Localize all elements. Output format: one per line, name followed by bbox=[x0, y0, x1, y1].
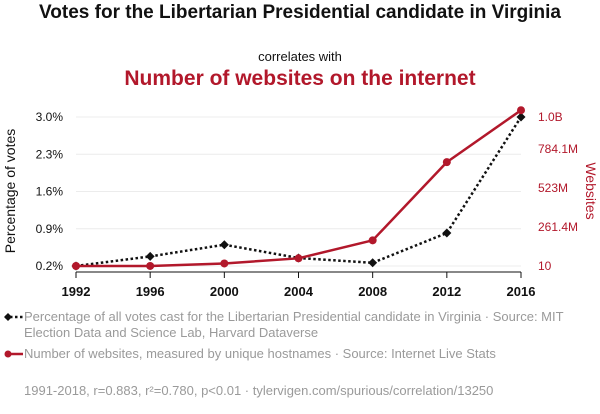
legend-websites-text: Number of websites, measured by unique h… bbox=[24, 346, 496, 361]
left-tick-label: 1.6% bbox=[36, 185, 64, 199]
x-tick-label: 2004 bbox=[284, 284, 314, 299]
correlates-with-label: correlates with bbox=[258, 49, 342, 64]
websites-data-point bbox=[368, 236, 377, 245]
votes-data-point bbox=[442, 228, 452, 238]
x-tick-label: 2016 bbox=[507, 284, 536, 299]
x-tick-label: 2012 bbox=[432, 284, 461, 299]
x-tick-label: 2008 bbox=[358, 284, 387, 299]
x-tick-label: 1992 bbox=[62, 284, 91, 299]
websites-series-line bbox=[75, 109, 522, 268]
websites-data-point bbox=[517, 106, 525, 115]
votes-data-point bbox=[368, 258, 378, 268]
right-axis-label: Websites bbox=[583, 162, 599, 219]
websites-data-point bbox=[220, 259, 229, 268]
websites-data-point bbox=[72, 262, 80, 270]
websites-data-point bbox=[294, 254, 303, 263]
left-axis-label: Percentage of votes bbox=[2, 129, 18, 254]
legend-votes-text: Percentage of all votes cast for the Lib… bbox=[24, 309, 564, 340]
legend-item-votes: Percentage of all votes cast for the Lib… bbox=[4, 309, 596, 341]
chart-subtitle: Number of websites on the internet bbox=[124, 67, 476, 90]
legend-item-websites: Number of websites, measured by unique h… bbox=[4, 346, 596, 362]
chart-title: Votes for the Libertarian Presidential c… bbox=[39, 2, 561, 23]
legend-websites-marker bbox=[4, 350, 23, 358]
legend-votes-marker bbox=[4, 313, 23, 321]
right-tick-label: 523M bbox=[538, 181, 568, 195]
left-tick-label: 2.3% bbox=[36, 147, 64, 161]
left-tick-label: 0.2% bbox=[36, 259, 64, 273]
right-tick-label: 784.1M bbox=[538, 142, 578, 156]
websites-data-point bbox=[146, 261, 155, 270]
left-tick-label: 0.9% bbox=[36, 222, 64, 236]
right-tick-label: 261.4M bbox=[538, 220, 578, 234]
votes-data-point bbox=[145, 251, 155, 261]
right-tick-label: 1.0B bbox=[538, 110, 563, 124]
chart-footer: 1991-2018, r=0.883, r²=0.780, p<0.01 · t… bbox=[24, 383, 494, 398]
votes-data-point bbox=[219, 240, 229, 250]
x-tick-label: 1996 bbox=[136, 284, 165, 299]
websites-data-point bbox=[442, 158, 451, 167]
left-tick-label: 3.0% bbox=[36, 110, 64, 124]
right-tick-label: 10 bbox=[538, 259, 552, 273]
votes-data-point bbox=[516, 112, 526, 122]
x-tick-label: 2000 bbox=[210, 284, 239, 299]
